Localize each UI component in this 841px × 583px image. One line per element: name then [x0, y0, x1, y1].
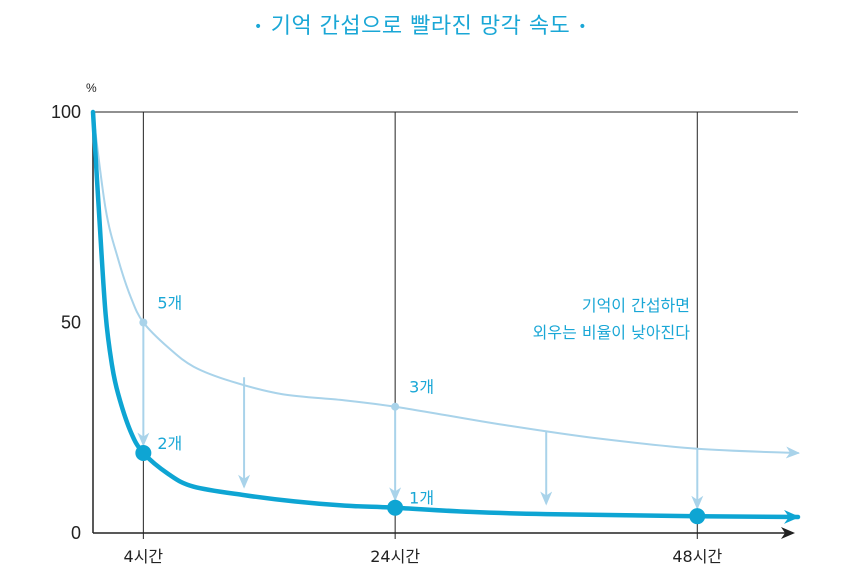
x-tick-label: 24시간	[370, 547, 420, 566]
data-point	[391, 402, 400, 411]
series-line-light	[92, 111, 800, 459]
series-line-strong	[90, 109, 801, 524]
data-label: 3개	[409, 378, 434, 397]
data-label: 5개	[157, 294, 182, 313]
data-point	[135, 445, 152, 462]
annotation-line: 기억이 간섭하면	[582, 296, 690, 315]
data-point	[387, 499, 404, 516]
annotation-line: 외우는 비율이 낮아진다	[533, 323, 691, 342]
data-point	[139, 318, 148, 327]
data-label: 2개	[157, 434, 182, 453]
title-text: 기억 간섭으로 빨라진 망각 속도	[270, 14, 571, 39]
title-bullet-left: •	[253, 19, 263, 35]
x-tick-label: 4시간	[124, 547, 164, 566]
y-tick-label: 100	[51, 102, 81, 122]
chart-title: • 기억 간섭으로 빨라진 망각 속도 •	[0, 8, 841, 40]
data-point	[689, 508, 706, 525]
y-unit-label: %	[86, 81, 97, 95]
x-tick-label: 48시간	[672, 547, 722, 566]
data-label: 1개	[409, 489, 434, 508]
title-bullet-right: •	[578, 19, 588, 35]
y-tick-label: 50	[61, 313, 81, 333]
y-tick-label: 0	[71, 523, 81, 543]
